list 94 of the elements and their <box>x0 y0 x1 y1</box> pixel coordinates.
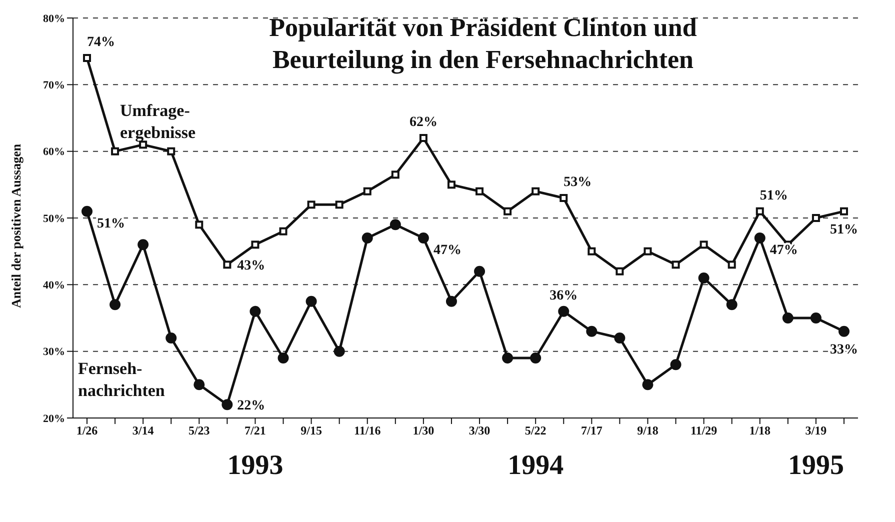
point <box>670 359 682 370</box>
point <box>391 170 400 179</box>
point <box>110 299 121 310</box>
point <box>306 296 317 307</box>
y-tick-label: 60% <box>43 146 65 158</box>
y-tick-label: 30% <box>43 346 65 358</box>
point <box>418 232 429 244</box>
point <box>279 227 288 236</box>
data-label: 33% <box>830 342 858 358</box>
point <box>250 306 261 317</box>
text: 1995 <box>786 450 845 482</box>
point <box>419 134 428 142</box>
y-tick-label: 20% <box>43 412 65 425</box>
y-tick-label: 50% <box>43 212 65 225</box>
y-tick-label: 40% <box>43 280 65 292</box>
data-label: 47% <box>433 243 462 258</box>
point <box>782 312 794 324</box>
data-label: 51% <box>760 188 788 204</box>
point <box>307 200 316 209</box>
x-tick-label: 1/26 <box>76 424 98 438</box>
data-label: 43% <box>237 258 266 274</box>
data-label: 47% <box>770 243 798 258</box>
x-tick-label: 3/14 <box>132 424 154 438</box>
point <box>616 267 624 276</box>
point <box>728 260 736 269</box>
x-tick-label: 7/21 <box>244 424 266 438</box>
point <box>447 180 456 189</box>
point <box>278 352 289 364</box>
point <box>167 147 176 156</box>
point <box>166 332 177 344</box>
data-label: 36% <box>550 288 578 304</box>
point <box>335 200 344 209</box>
x-tick-label: 7/17 <box>580 424 602 438</box>
y-tick-label: 80% <box>43 12 65 25</box>
point <box>222 399 233 410</box>
x-tick-label: 11/16 <box>354 424 381 438</box>
text: 1993 <box>226 450 284 482</box>
x-tick-label: 1/18 <box>749 424 771 438</box>
data-label: 62% <box>409 115 438 130</box>
y-tick-label: 70% <box>43 80 65 92</box>
point <box>504 207 512 216</box>
point <box>698 272 710 284</box>
point <box>810 312 822 324</box>
series-label: Fernseh- nachrichten <box>78 358 165 402</box>
point <box>334 346 345 357</box>
point <box>532 187 540 196</box>
point <box>588 247 596 256</box>
point <box>474 266 486 277</box>
point <box>642 379 654 390</box>
point <box>502 352 514 364</box>
point <box>362 232 373 244</box>
point <box>82 206 92 217</box>
text: 1994 <box>506 450 565 482</box>
point <box>223 260 232 269</box>
point <box>560 194 568 202</box>
x-tick-label: 1/30 <box>412 424 434 438</box>
point <box>530 352 542 364</box>
x-tick-label: 11/29 <box>690 424 718 438</box>
point <box>586 326 598 337</box>
point <box>363 187 372 196</box>
x-tick-label: 3/30 <box>468 424 490 438</box>
point <box>838 326 850 337</box>
point <box>812 214 820 222</box>
point <box>726 299 738 310</box>
point <box>195 220 204 229</box>
point <box>138 239 149 250</box>
point <box>754 232 766 244</box>
series-label: Umfrage- ergebnisse <box>120 100 196 144</box>
x-tick-label: 5/23 <box>188 424 210 438</box>
point <box>476 187 484 196</box>
point <box>558 306 570 317</box>
data-label: 74% <box>87 35 115 50</box>
x-tick-label: 3/19 <box>805 424 827 438</box>
point <box>840 207 848 216</box>
point <box>251 240 260 249</box>
data-label: 51% <box>97 216 125 232</box>
point <box>111 147 120 156</box>
point <box>390 219 401 230</box>
point <box>614 332 626 344</box>
data-label: 22% <box>237 398 266 414</box>
data-label: 53% <box>564 175 592 190</box>
x-tick-label: 5/22 <box>524 424 546 438</box>
point <box>756 207 764 216</box>
point <box>700 240 708 249</box>
data-label: 51% <box>830 222 858 238</box>
y-axis-title: Anteil der positiven Aussagen <box>8 143 24 308</box>
x-tick-label: 9/18 <box>637 424 658 438</box>
x-tick-label: 9/15 <box>300 424 322 438</box>
point <box>194 379 205 390</box>
point <box>446 296 457 307</box>
chart-title: Popularität von Präsident Clinton und Beurteilung in den Fersehnachrichten <box>268 12 698 76</box>
point <box>672 260 680 269</box>
point <box>83 54 91 62</box>
point <box>644 247 652 256</box>
